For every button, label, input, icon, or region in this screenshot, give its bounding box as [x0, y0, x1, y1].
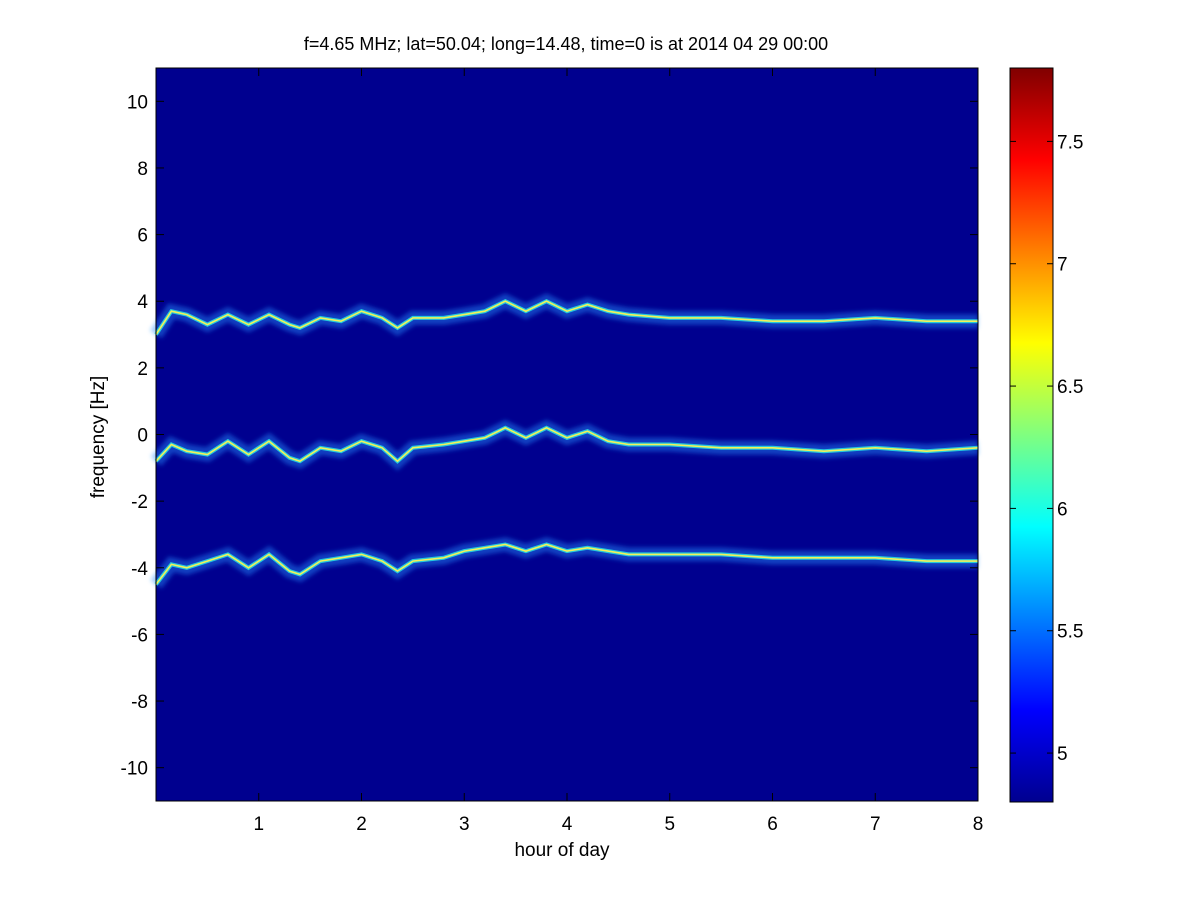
x-axis: 1 2 3 4 5 6 7 8	[253, 68, 983, 835]
y-tick-label: 4	[137, 292, 148, 313]
y-tick-label: 10	[127, 92, 148, 113]
colorbar	[1009, 67, 1054, 803]
y-tick-label: -2	[131, 492, 148, 513]
y-axis-label: frequency [Hz]	[88, 376, 109, 499]
x-tick-label: 7	[870, 814, 881, 835]
y-axis: -10 -8 -6 -4 -2 0 2 4 6 8 10	[121, 92, 978, 780]
x-tick-label: 5	[664, 814, 675, 835]
trace-layer	[150, 293, 979, 589]
x-tick-label: 6	[767, 814, 778, 835]
x-tick-label: 1	[253, 814, 264, 835]
trace-core-3	[155, 543, 978, 585]
colorbar-tick-label: 6.5	[1057, 377, 1083, 398]
x-tick-label: 2	[356, 814, 367, 835]
y-tick-label: 0	[137, 426, 148, 447]
y-tick-label: -4	[131, 559, 148, 580]
y-tick-label: -10	[121, 759, 148, 780]
trace-core-1	[155, 300, 978, 335]
colorbar-tick-label: 5.5	[1057, 622, 1083, 643]
colorbar-tick-label: 7.5	[1057, 132, 1083, 153]
x-tick-label: 3	[459, 814, 470, 835]
colorbar-ticks: 5 5.5 6 6.5 7 7.5	[1010, 132, 1083, 765]
y-tick-label: -8	[131, 692, 148, 713]
chart-title: f=4.65 MHz; lat=50.04; long=14.48, time=…	[304, 34, 828, 54]
y-tick-label: 2	[137, 359, 148, 380]
y-tick-label: 6	[137, 226, 148, 247]
colorbar-tick-label: 6	[1057, 499, 1068, 520]
x-tick-label: 8	[973, 814, 984, 835]
x-tick-label: 4	[562, 814, 573, 835]
y-tick-label: 8	[137, 159, 148, 180]
colorbar-tick-label: 5	[1057, 744, 1068, 765]
x-axis-label: hour of day	[514, 840, 610, 861]
colorbar-tick-label: 7	[1057, 255, 1068, 276]
trace-core-2	[155, 426, 979, 463]
y-tick-label: -6	[131, 625, 148, 646]
